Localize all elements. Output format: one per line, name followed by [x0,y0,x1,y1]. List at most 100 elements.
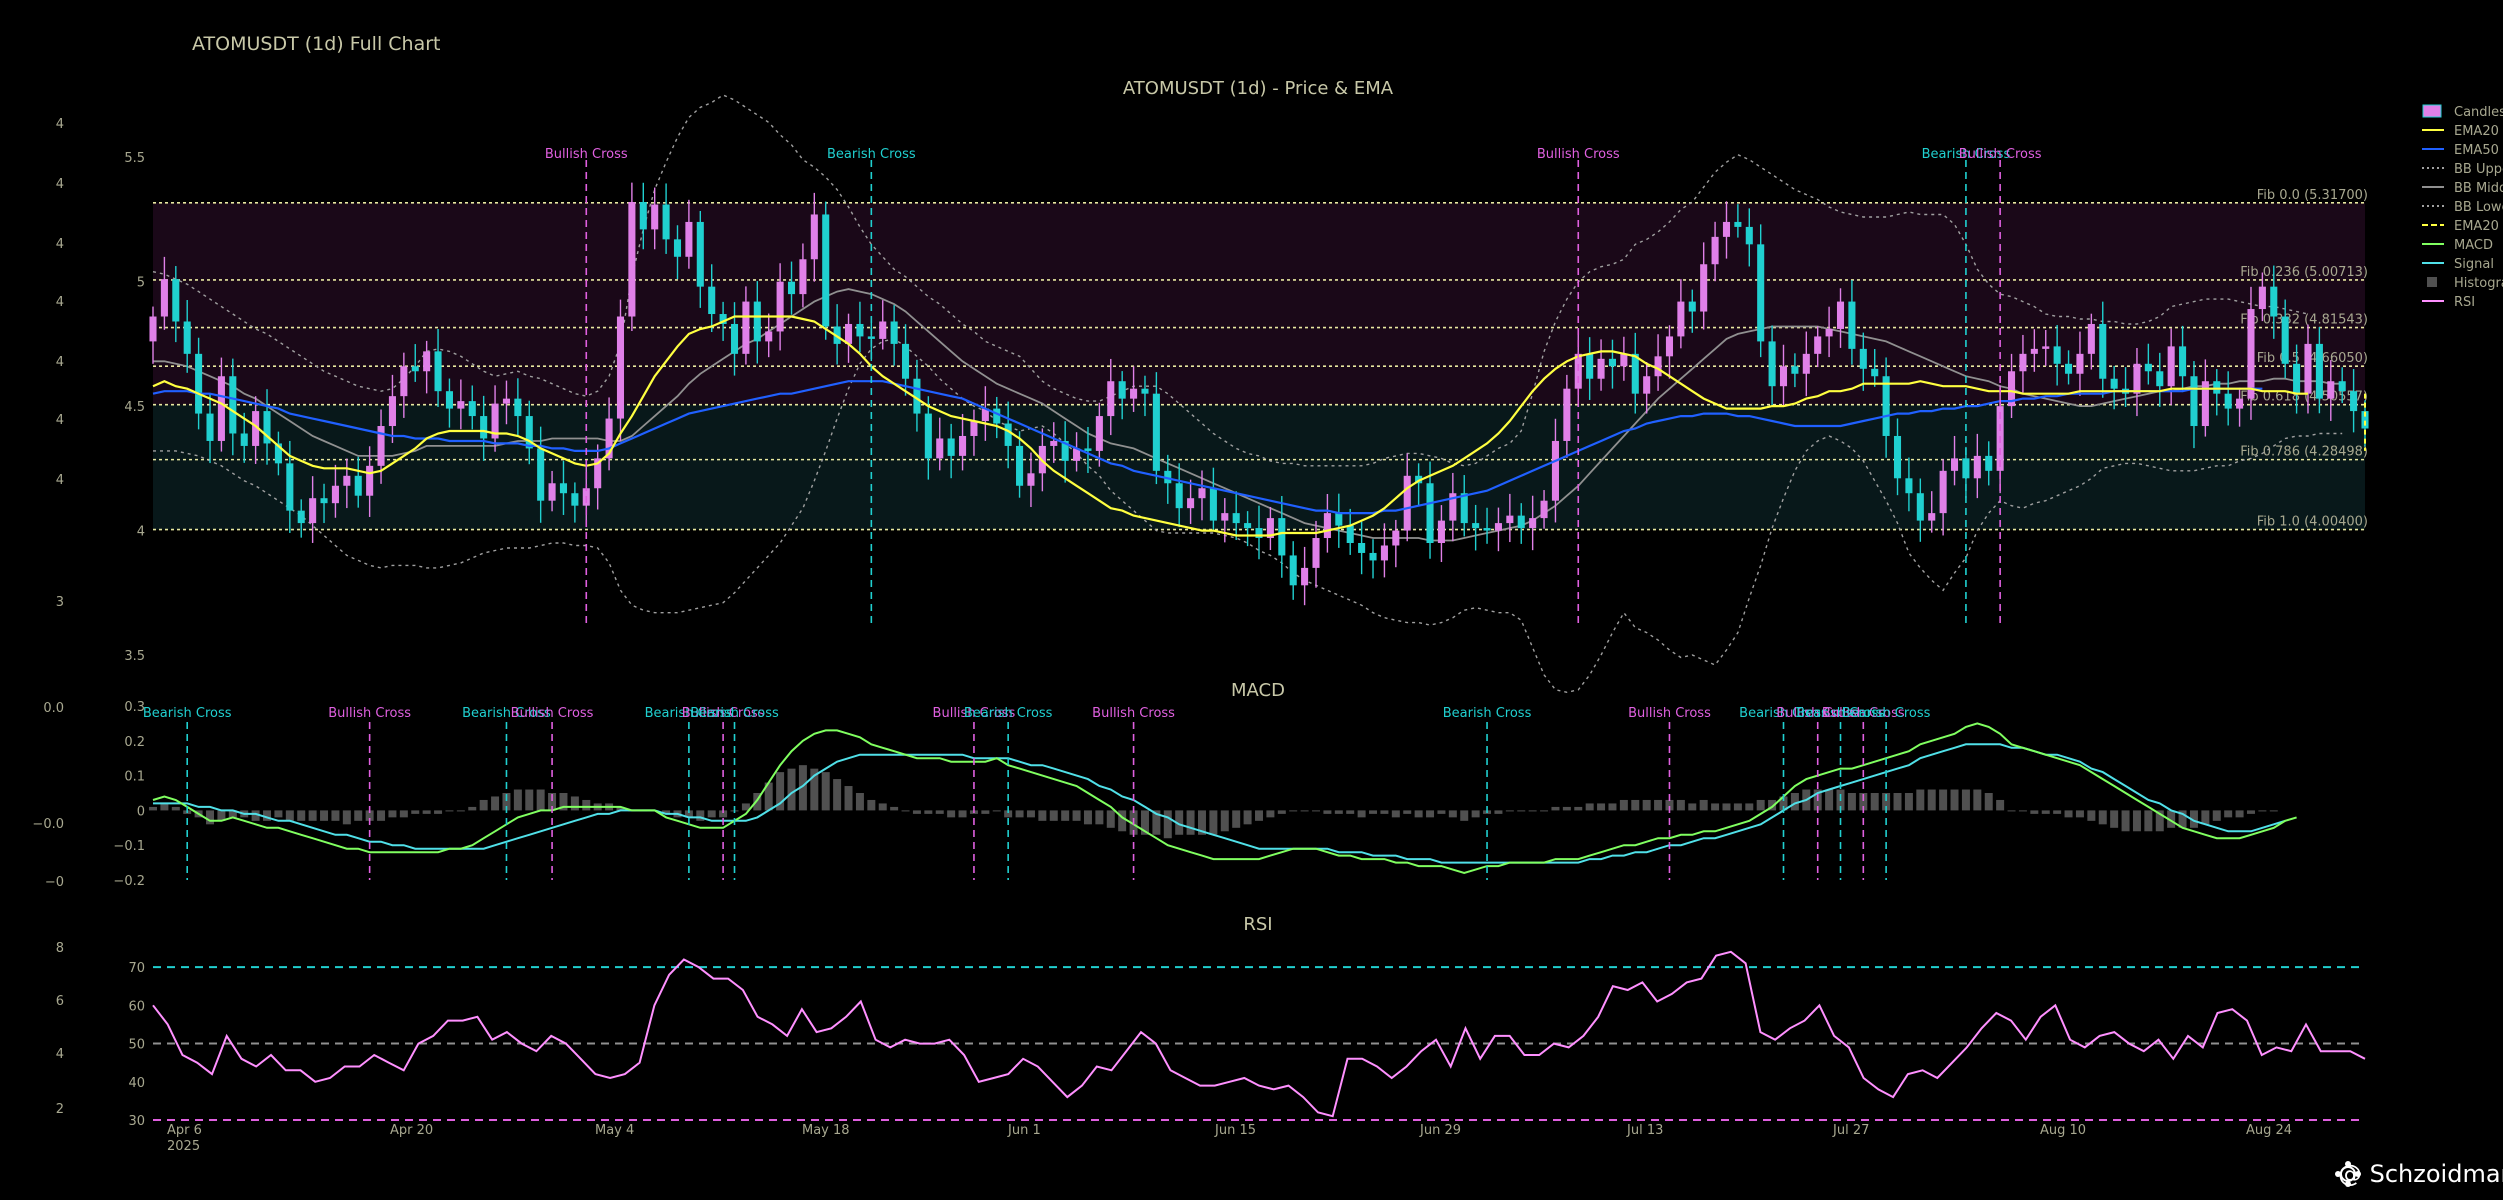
histogram-bar [1608,803,1617,811]
signal-line [153,743,2286,864]
candle-body [2201,381,2209,427]
histogram-bar [1220,810,1229,832]
candle-body [844,323,853,344]
candle-body [400,366,408,397]
histogram-bar [2224,810,2233,818]
x-axis-tick: Jul 13 [1626,1123,1663,1138]
histogram-bar [1061,810,1070,821]
candle-body [1574,353,1582,389]
histogram-bar [1175,810,1184,835]
fib-label: Fib 1.0 (4.00400) [2257,515,2368,530]
histogram-bar [1961,789,1970,811]
left-axis-tick: 4 [56,177,64,192]
histogram-bar [285,810,294,821]
candle-body [719,314,727,324]
histogram-bar [1756,799,1765,811]
histogram-bar [1414,810,1423,818]
histogram-bar [559,793,568,811]
legend-label: Signal [2454,257,2494,272]
candle-body [1061,440,1069,461]
histogram-bar [1870,793,1879,811]
rsi-y-tick: 70 [128,961,145,976]
candle-body [1449,493,1457,521]
candle-body [320,498,328,504]
legend-label: BB Middle [2454,181,2503,196]
candle-body [1985,455,1993,471]
histogram-bar [2144,810,2153,832]
histogram-bar [719,810,728,818]
histogram-bar [1882,793,1891,811]
candle-body [1437,520,1445,543]
histogram-bar [388,810,397,818]
macd-y-tick: 0.3 [124,700,145,715]
candle-body [959,435,967,456]
histogram-bar [2201,810,2210,825]
histogram-bar [1004,810,1013,818]
candle-body [1027,473,1035,486]
legend-label: RSI [2454,295,2475,310]
cross-label: Bullish Cross [682,706,765,721]
histogram-bar [2075,810,2084,818]
histogram-bar [1779,796,1788,811]
histogram-bar [867,799,876,811]
candle-body [2361,411,2369,429]
histogram-bar [958,810,967,818]
candle-body [1517,515,1525,529]
cross-label: Bearish Cross [1842,706,1931,721]
candle-body [1209,488,1217,521]
histogram-bar [1585,803,1594,811]
candle-body [1768,341,1776,387]
cross-label: Bullish Cross [1628,706,1711,721]
fib-label: Fib 0.382 (4.81543) [2240,313,2368,328]
candle-body [1130,388,1138,399]
candle-body [1335,513,1343,526]
histogram-bar [1243,810,1252,825]
legend-swatch [2422,104,2442,118]
histogram-bar [1517,810,1526,812]
macd-chart-title: MACD [1231,680,1285,701]
cross-label: Bearish Cross [1922,147,2011,162]
cross-label: Bearish Cross [462,706,551,721]
rsi-y-tick: 60 [128,999,145,1014]
x-axis-tick: Apr 20 [390,1123,433,1138]
legend: Candles EMA20 EMA50 BB Upper BB Middle BB Low… [2422,104,2503,310]
candle-body [514,398,522,417]
candle-body [1358,543,1366,553]
price-y-tick: 3.5 [124,649,145,664]
candle-body [206,413,214,441]
price-y-tick: 5 [137,276,145,291]
macd-y-tick: 0.1 [124,770,145,785]
candle-body [149,316,157,342]
histogram-bar [320,810,329,821]
histogram-bar [1745,803,1754,811]
candle-body [1950,458,1959,471]
histogram-bar [1722,803,1731,811]
histogram-bar [171,806,180,811]
candle-body [742,301,750,354]
candle-body [867,336,875,339]
candle-body [879,321,887,339]
legend-label: BB Upper [2454,162,2503,177]
histogram-bar [2258,810,2267,812]
left-axis-tick: 4 [56,237,64,252]
histogram-bar [491,796,500,811]
histogram-bar [1505,810,1514,812]
histogram-bar [1825,789,1834,811]
candle-body [1301,567,1309,586]
histogram-bar [707,810,716,818]
histogram-bar [2269,810,2278,812]
histogram-bar [1790,793,1799,811]
histogram-bar [1597,803,1606,811]
candle-body [2110,378,2118,389]
legend-label: MACD [2454,238,2493,253]
candle-body [2133,363,2141,394]
candle-body [1107,381,1115,417]
candle-body [936,438,944,459]
candle-body [1198,488,1206,499]
histogram-bar [2189,810,2198,828]
x-axis-tick: Apr 6 [167,1123,202,1138]
cross-label: Bullish Cross [1822,706,1905,721]
histogram-bar [456,810,465,812]
cross-label: Bearish Cross [1443,706,1532,721]
histogram-bar [2121,810,2130,832]
